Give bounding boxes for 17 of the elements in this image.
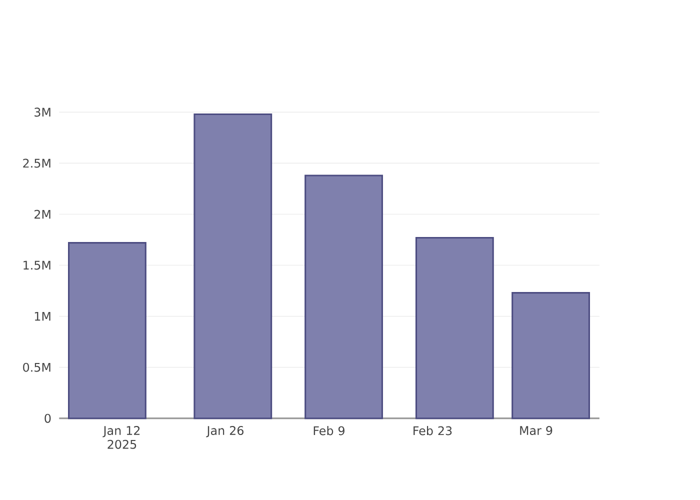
y-tick-label: 2.5M [23, 158, 50, 168]
bar [304, 174, 383, 420]
y-tick-label: 0.5M [23, 362, 50, 372]
x-tick-label: Feb 9 [314, 426, 344, 436]
x-tick-label: Jan 12 2025 [102, 426, 140, 449]
bar [194, 113, 272, 420]
y-tick-label: 0 [44, 414, 51, 423]
bar [512, 292, 590, 420]
y-tick-label: 3M [34, 108, 50, 117]
bar [415, 236, 494, 420]
x-tick-label: Jan 26 [206, 426, 244, 438]
y-tick-label: 1.5M [24, 260, 50, 270]
y-tick-label: 1M [34, 312, 50, 321]
x-tick-label: Mar 9 [520, 426, 552, 436]
y-tick-label: 2M [34, 210, 50, 219]
bar [68, 242, 146, 420]
x-tick-label: Feb 23 [414, 426, 452, 436]
